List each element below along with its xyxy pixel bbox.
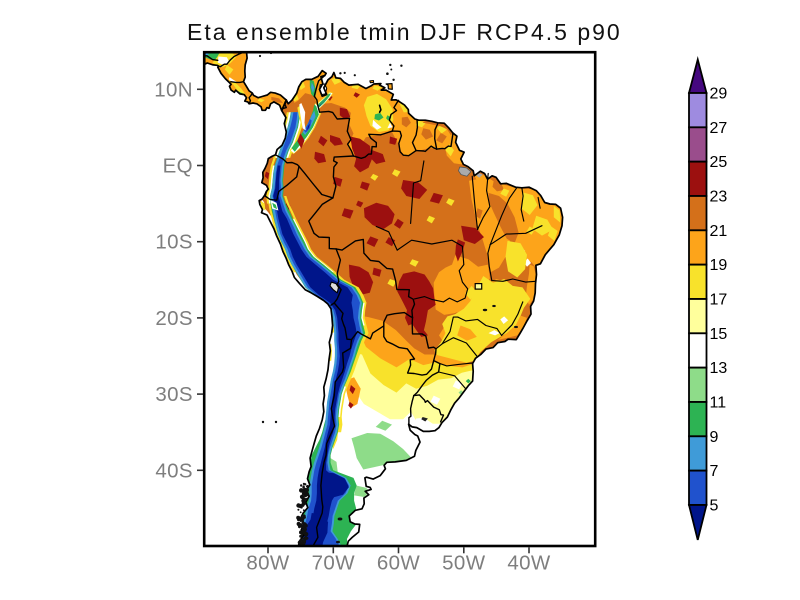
svg-text:11: 11 — [710, 395, 727, 412]
svg-text:23: 23 — [710, 189, 728, 206]
svg-text:40W: 40W — [507, 552, 551, 575]
svg-text:29: 29 — [710, 86, 728, 103]
svg-text:5: 5 — [710, 498, 719, 515]
svg-text:20S: 20S — [155, 307, 193, 330]
svg-text:17: 17 — [710, 292, 728, 309]
svg-text:60W: 60W — [377, 552, 421, 575]
svg-text:50W: 50W — [442, 552, 486, 575]
svg-text:7: 7 — [710, 463, 719, 480]
svg-text:19: 19 — [710, 257, 728, 274]
svg-text:15: 15 — [710, 326, 728, 343]
svg-text:80W: 80W — [246, 552, 290, 575]
svg-text:10N: 10N — [154, 78, 193, 101]
svg-text:21: 21 — [710, 223, 728, 240]
svg-text:EQ: EQ — [163, 155, 193, 178]
svg-text:25: 25 — [710, 154, 728, 171]
svg-text:30S: 30S — [155, 383, 193, 406]
svg-text:Eta ensemble tmin DJF RCP4.5 p: Eta ensemble tmin DJF RCP4.5 p90 — [187, 19, 622, 45]
svg-text:40S: 40S — [155, 459, 193, 482]
svg-text:13: 13 — [710, 360, 728, 377]
svg-text:9: 9 — [710, 429, 719, 446]
svg-text:10S: 10S — [155, 231, 193, 254]
svg-text:70W: 70W — [312, 552, 356, 575]
svg-text:27: 27 — [710, 120, 728, 137]
